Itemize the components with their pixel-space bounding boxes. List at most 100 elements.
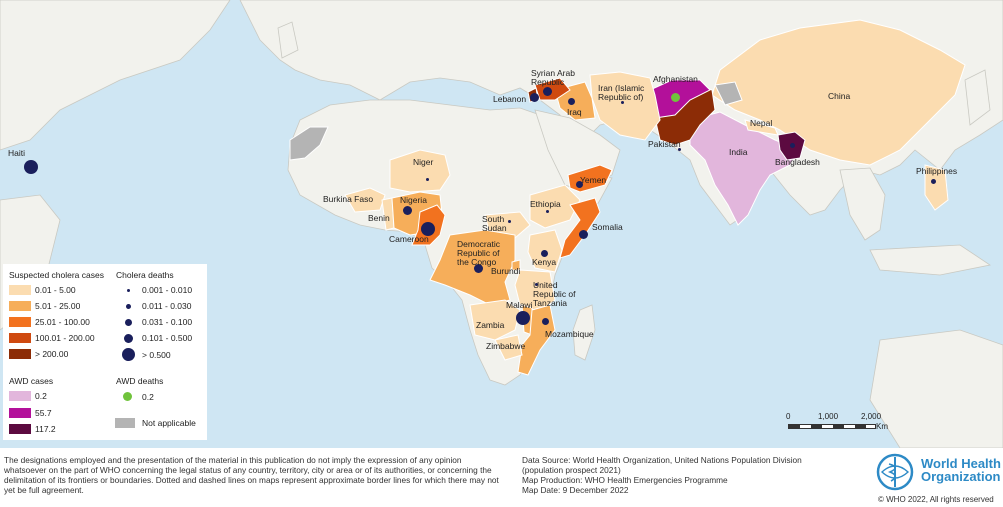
legend-cases-5: > 200.00 [35,349,69,359]
label-niger: Niger [413,157,434,167]
legend-deaths-dot-4 [124,334,133,343]
deaths-dot-kenya [541,250,548,257]
label-cameroon: Cameroon [389,234,429,244]
deaths-dot-nigeria [403,206,412,215]
label-mozambique: Mozambique [545,329,594,339]
legend-deaths-dot-3 [125,319,132,326]
country-ethiopia [529,184,581,229]
legend-swatch-cases-4 [9,333,31,343]
copyright: © WHO 2022, All rights reserved [878,495,994,504]
legend-cases-4: 100.01 - 200.00 [35,333,95,343]
disclaimer-text: The designations employed and the presen… [4,455,499,495]
country-zimbabwe [494,334,523,361]
country-grey-nepal-region [714,81,743,106]
country-niger [389,149,451,193]
legend-swatch-cases-1 [9,285,31,295]
label-burundi: Burundi [491,266,521,276]
scale-bar-line [788,424,876,429]
label-somalia: Somalia [592,222,623,232]
deaths-dot-iraq [568,98,575,105]
label-syria: Syrian Arab Republic [531,68,575,87]
deaths-dot-lebanon [530,93,539,102]
legend-deaths-2: 0.011 - 0.030 [142,301,192,311]
deaths-dot-tanzania [535,283,538,286]
country-zambia [469,299,521,341]
deaths-dot-malawi [516,311,530,325]
landmass-australia [869,329,1003,448]
scale-tick-2000: 2,000 [861,412,882,421]
legend-awd-deaths-title: AWD deaths [116,376,164,386]
legend-deaths-4: 0.101 - 0.500 [142,333,193,343]
label-philippines: Philippines [916,166,958,176]
legend-deaths-1: 0.001 - 0.010 [142,285,193,295]
legend-not-applicable: Not applicable [142,418,196,428]
legend-awd-death-dot [123,392,132,401]
country-philippines [924,164,949,211]
legend-cases-3: 25.01 - 100.00 [35,317,90,327]
label-iraq: Iraq [567,107,582,117]
deaths-dot-somalia [579,230,588,239]
production-line: Map Production: WHO Health Emergencies P… [522,475,728,485]
label-zambia: Zambia [476,320,505,330]
legend-deaths-dot-1 [127,289,130,292]
legend-awd-1: 0.2 [35,391,47,401]
label-afghanistan: Afghanistan [653,74,698,84]
deaths-dot-mozambique [542,318,549,325]
deaths-dot-yemen [576,181,583,188]
landmass-indochina [839,167,886,241]
deaths-dot-syria [543,87,552,96]
legend-cases-title: Suspected cholera cases [9,270,104,280]
label-china: China [828,91,851,101]
label-nigeria: Nigeria [400,195,427,205]
legend-cases-1: 0.01 - 5.00 [35,285,76,295]
label-malawi: Malawi [506,300,533,310]
country-iran [589,71,661,141]
label-haiti: Haiti [8,148,26,158]
legend-swatch-awd-3 [9,424,31,434]
label-south-sudan: South Sudan [482,214,507,233]
scale-tick-0: 0 [786,412,791,421]
label-lebanon: Lebanon [493,94,527,104]
landmass-indonesia [869,244,992,276]
landmass-japan [964,69,991,126]
source-block: Data Source: World Health Organization, … [522,455,842,495]
landmass-madagascar [572,304,596,361]
landmass-uk [277,21,299,59]
awd-death-dot-afghanistan [671,93,680,102]
label-drc: Democratic Republic of the Congo [457,239,500,267]
who-name: World Health Organization [921,457,1001,483]
country-somalia [559,197,601,259]
legend-swatch-cases-5 [9,349,31,359]
source-line-1: Data Source: World Health Organization, … [522,455,802,465]
scale-tick-1000: 1,000 [818,412,839,421]
legend-awd-cases-title: AWD cases [9,376,54,386]
legend-cases-2: 5.01 - 25.00 [35,301,81,311]
landmass-americas [0,0,231,151]
footer [0,448,1003,507]
label-benin: Benin [368,213,390,223]
legend-deaths-title: Cholera deaths [116,270,174,280]
deaths-dot-cameroon [421,222,435,236]
map-date: Map Date: 9 December 2022 [522,485,629,495]
label-kenya: Kenya [532,257,557,267]
label-ethiopia: Ethiopia [530,199,561,209]
deaths-dot-philippines [931,179,936,184]
deaths-dot-bangladesh [790,143,795,148]
who-name-line-2: Organization [921,469,1001,484]
who-emblem-icon [876,453,914,491]
legend-deaths-dot-5 [122,348,135,361]
label-burkina-faso: Burkina Faso [323,194,374,204]
legend-awd-3: 117.2 [35,424,56,434]
map-area: Haiti Niger Burkina Faso Benin Nigeria C… [0,0,1003,448]
label-zimbabwe: Zimbabwe [486,341,526,351]
country-western-sahara [289,126,329,161]
legend-swatch-not-applicable [115,418,135,428]
country-china [711,19,966,166]
deaths-dot-south-sudan [508,220,511,223]
legend-swatch-cases-3 [9,317,31,327]
label-bangladesh: Bangladesh [775,157,820,167]
legend-awd-2: 55.7 [35,408,52,418]
deaths-dot-niger [426,178,429,181]
label-pakistan: Pakistan [648,139,681,149]
legend-deaths-5: > 0.500 [142,350,171,360]
